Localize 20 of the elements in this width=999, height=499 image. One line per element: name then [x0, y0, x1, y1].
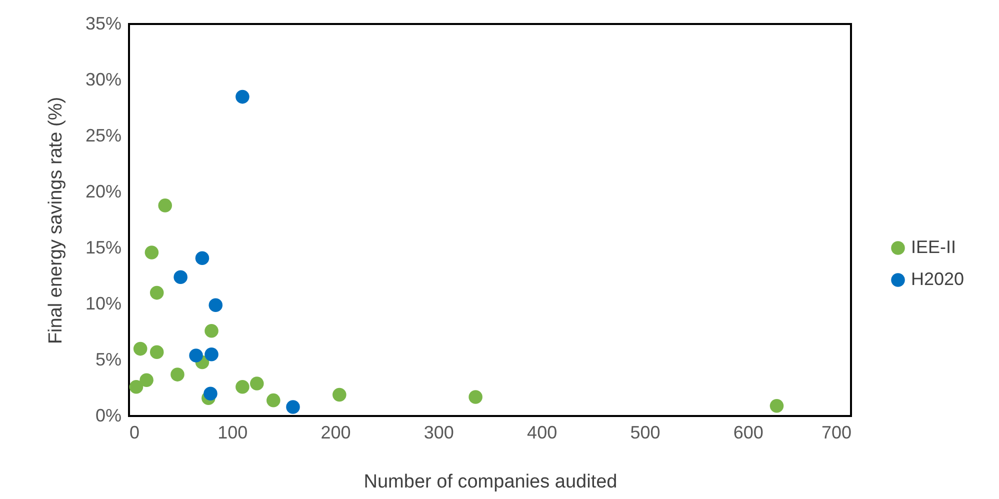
y-axis-title: Final energy savings rate (%): [45, 96, 66, 344]
legend-label: H2020: [911, 269, 964, 289]
legend-label: IEE-II: [911, 237, 956, 257]
x-axis-title: Number of companies audited: [364, 472, 618, 492]
y-tick-label: 30%: [85, 70, 122, 90]
x-tick-label: 400: [527, 422, 558, 442]
y-tick-label: 20%: [85, 182, 122, 202]
x-tick-label: 500: [630, 422, 660, 442]
x-tick-label: 300: [424, 422, 454, 442]
y-tick-label: 35%: [85, 14, 122, 34]
y-tick-label: 10%: [85, 294, 122, 314]
y-tick-label: 25%: [85, 126, 122, 146]
y-tick-label: 5%: [95, 350, 122, 370]
x-tick-label: 600: [733, 422, 764, 442]
x-tick-label: 700: [821, 422, 852, 442]
x-tick-label: 100: [218, 422, 248, 442]
y-tick-label: 15%: [85, 238, 122, 258]
x-tick-label: 0: [130, 422, 140, 442]
y-tick-label: 0%: [95, 406, 122, 426]
x-tick-label: 200: [320, 422, 351, 442]
